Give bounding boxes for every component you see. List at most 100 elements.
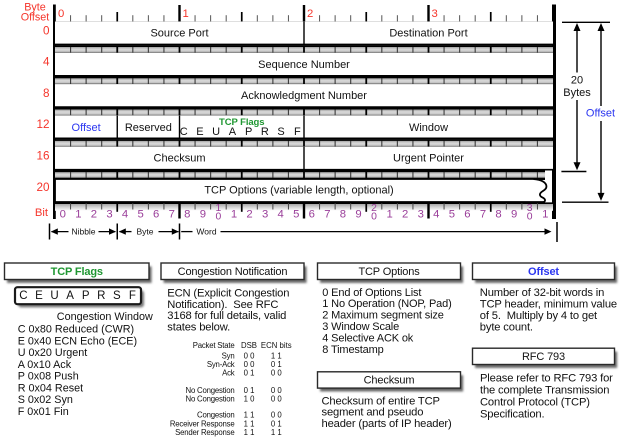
svg-text:Sender Response: Sender Response (175, 428, 234, 437)
svg-text:0 0: 0 0 (244, 352, 256, 361)
svg-text:8: 8 (43, 87, 50, 100)
svg-text:Checksum: Checksum (154, 153, 206, 165)
svg-text:the complete Transmission: the complete Transmission (480, 385, 609, 397)
svg-text:U: U (212, 126, 220, 138)
svg-text:Window: Window (409, 122, 448, 134)
svg-text:Word: Word (196, 227, 216, 237)
svg-text:0 0: 0 0 (271, 395, 283, 404)
svg-text:7: 7 (324, 209, 330, 221)
svg-text:1 1: 1 1 (244, 419, 255, 428)
svg-text:Control Protocol (TCP): Control Protocol (TCP) (480, 396, 590, 408)
svg-text:P: P (82, 290, 90, 302)
svg-text:No Congestion: No Congestion (186, 386, 235, 395)
svg-text:Syn: Syn (222, 352, 235, 361)
svg-text:0: 0 (43, 24, 50, 37)
svg-text:3: 3 (418, 209, 424, 221)
svg-text:3: 3 (527, 203, 533, 214)
svg-text:Checksum of entire TCP: Checksum of entire TCP (322, 395, 440, 407)
svg-text:0: 0 (58, 8, 64, 20)
svg-text:P: P (245, 126, 252, 138)
svg-text:1 1: 1 1 (271, 428, 282, 437)
svg-text:3168 for full details, valid: 3168 for full details, valid (167, 310, 286, 322)
svg-text:0 1: 0 1 (271, 419, 282, 428)
svg-text:Acknowledgment Number: Acknowledgment Number (241, 90, 367, 102)
svg-text:7: 7 (480, 209, 486, 221)
svg-text:TCP header, minimum value: TCP header, minimum value (480, 298, 617, 310)
svg-text:U 0x20 Urgent: U 0x20 Urgent (18, 347, 88, 359)
svg-text:5: 5 (293, 209, 299, 221)
svg-text:2: 2 (91, 209, 97, 221)
svg-text:3: 3 (432, 8, 438, 20)
svg-text:5: 5 (449, 209, 455, 221)
svg-text:0 0: 0 0 (271, 386, 283, 395)
svg-text:Offset: Offset (72, 122, 101, 134)
svg-text:F: F (129, 290, 136, 302)
svg-text:RFC 793: RFC 793 (522, 351, 565, 363)
svg-text:byte count.: byte count. (480, 322, 533, 334)
svg-text:1 1: 1 1 (244, 428, 255, 437)
svg-text:ECN (Explicit Congestion: ECN (Explicit Congestion (167, 287, 289, 299)
svg-text:0: 0 (527, 212, 533, 223)
svg-text:8: 8 (340, 209, 346, 221)
svg-text:6: 6 (464, 209, 470, 221)
svg-text:R: R (261, 126, 269, 138)
svg-text:4: 4 (278, 209, 284, 221)
svg-text:Number of 32-bit words in: Number of 32-bit words in (480, 287, 604, 299)
svg-text:Destination Port: Destination Port (389, 28, 467, 40)
svg-text:0: 0 (216, 212, 222, 223)
svg-text:segment and pseudo: segment and pseudo (322, 407, 424, 419)
svg-text:0 0: 0 0 (271, 369, 283, 378)
svg-text:4: 4 (122, 209, 128, 221)
svg-text:2: 2 (307, 8, 313, 20)
svg-text:3: 3 (106, 209, 112, 221)
svg-text:Bit: Bit (35, 207, 49, 219)
svg-text:4 Selective ACK ok: 4 Selective ACK ok (322, 332, 413, 344)
svg-text:Byte: Byte (24, 2, 46, 14)
svg-text:2: 2 (246, 209, 252, 221)
svg-text:0 1: 0 1 (244, 386, 255, 395)
svg-text:0 1: 0 1 (271, 360, 282, 369)
svg-text:1 1: 1 1 (271, 352, 282, 361)
svg-text:1: 1 (542, 209, 548, 221)
svg-text:12: 12 (36, 118, 49, 131)
svg-text:Nibble: Nibble (71, 227, 95, 237)
svg-text:Packet State: Packet State (193, 341, 235, 350)
svg-text:Congestion: Congestion (197, 410, 234, 419)
svg-text:1: 1 (231, 209, 237, 221)
svg-text:Offset: Offset (21, 12, 50, 24)
svg-text:states below.: states below. (167, 321, 230, 333)
svg-text:1: 1 (386, 209, 392, 221)
svg-text:0: 0 (60, 209, 66, 221)
svg-text:1 0: 1 0 (244, 395, 256, 404)
svg-text:of 5. Multiply by 4 to get: of 5. Multiply by 4 to get (480, 310, 598, 322)
svg-text:S: S (113, 290, 121, 302)
svg-text:2: 2 (402, 209, 408, 221)
svg-text:8: 8 (184, 209, 190, 221)
svg-text:6: 6 (153, 209, 159, 221)
svg-text:Reserved: Reserved (125, 122, 172, 134)
svg-text:Sequence Number: Sequence Number (258, 59, 350, 71)
svg-text:TCP Options: TCP Options (358, 266, 420, 278)
svg-text:Congestion Notification: Congestion Notification (178, 266, 288, 278)
svg-text:TCP Options (variable length,: TCP Options (variable length, optional) (204, 185, 393, 197)
svg-text:Offset: Offset (586, 108, 615, 120)
svg-text:9: 9 (200, 209, 206, 221)
svg-text:1: 1 (216, 203, 222, 214)
svg-text:C: C (180, 126, 188, 138)
svg-text:4: 4 (43, 56, 50, 69)
svg-text:20: 20 (571, 75, 583, 87)
svg-text:C 0x80 Reduced (CWR): C 0x80 Reduced (CWR) (18, 324, 134, 336)
svg-text:TCP Flags: TCP Flags (51, 266, 103, 278)
svg-text:E: E (196, 126, 203, 138)
svg-text:Receiver Response: Receiver Response (170, 419, 235, 428)
svg-text:3: 3 (262, 209, 268, 221)
svg-text:Please refer to RFC 793 for: Please refer to RFC 793 for (480, 373, 613, 385)
svg-text:0 0: 0 0 (271, 410, 283, 419)
svg-text:9: 9 (511, 209, 517, 221)
svg-text:4: 4 (433, 209, 439, 221)
svg-text:20: 20 (36, 181, 50, 194)
svg-text:Notification). See RFC: Notification). See RFC (167, 299, 278, 311)
svg-text:ECN bits: ECN bits (261, 341, 292, 350)
svg-text:R: R (97, 290, 105, 302)
svg-text:0 0: 0 0 (244, 360, 256, 369)
